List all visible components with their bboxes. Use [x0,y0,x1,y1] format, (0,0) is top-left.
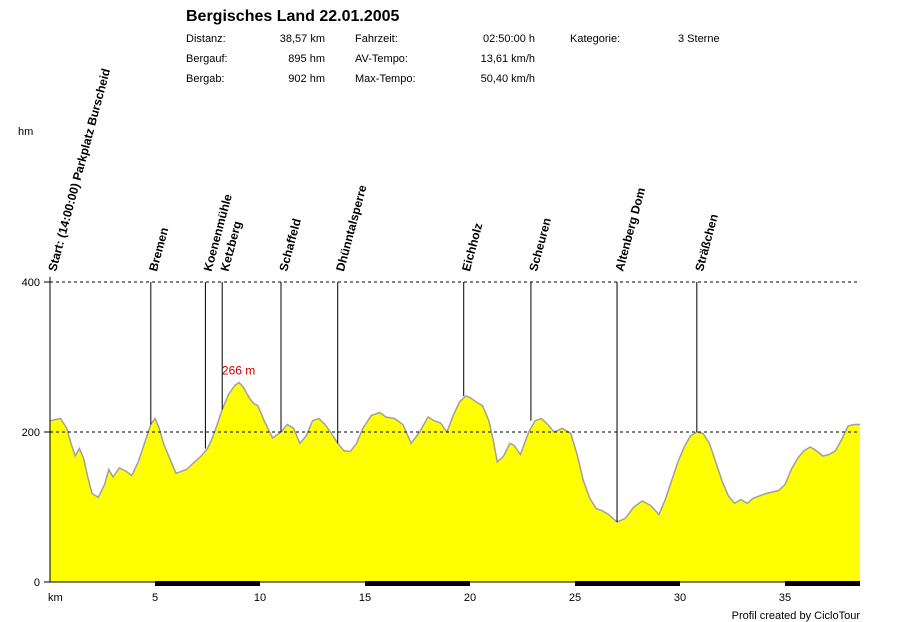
stat-label-distanz: Distanz: [186,33,226,45]
stat-label-bergauf: Bergauf: [186,53,228,65]
y-tick-label-0: 0 [34,577,40,589]
chart-title: Bergisches Land 22.01.2005 [186,8,400,25]
stats-block: Distanz: 38,57 km Bergauf: 895 hm Bergab… [186,33,720,85]
distance-band-35 [785,581,860,586]
stat-label-av-tempo: AV-Tempo: [355,53,408,65]
waypoint-label-4: Schaffeld [276,217,304,273]
stat-label-kategorie: Kategorie: [570,33,620,45]
stat-value-fahrzeit: 02:50:00 h [483,33,535,45]
elevation-area [50,382,860,582]
stat-label-bergab: Bergab: [186,73,225,85]
stat-value-kategorie: 3 Sterne [678,33,720,45]
credit-text: Profil created by CicloTour [732,610,861,622]
waypoint-label-8: Altenberg Dom [612,186,648,273]
x-tick-label-30: 30 [674,592,686,604]
stat-value-av-tempo: 13,61 km/h [481,53,535,65]
distance-band-5 [155,581,261,586]
stat-label-fahrzeit: Fahrzeit: [355,33,398,45]
waypoint-label-6: Eichholz [459,221,485,272]
x-tick-label-20: 20 [464,592,476,604]
waypoint-label-1: Bremen [146,226,171,273]
x-tick-label-25: 25 [569,592,581,604]
waypoint-label-0: Start: (14:00:00) Parkplatz Burscheid [45,67,113,273]
x-tick-label-5: 5 [152,592,158,604]
y-tick-label-200: 200 [22,427,40,439]
x-tick-label-10: 10 [254,592,266,604]
gridline-layer [50,281,860,433]
stat-value-distanz: 38,57 km [280,33,325,45]
stat-value-max-tempo: 50,40 km/h [481,73,535,85]
peak-label: 266 m [222,364,255,378]
distance-band-15 [365,581,471,586]
waypoint-label-9: Sträßchen [692,212,721,272]
y-tick-label-400: 400 [22,277,40,289]
stat-value-bergauf: 895 hm [288,53,325,65]
x-axis-title: km [48,592,63,604]
axis-layer: 0 200 400 5 10 15 20 25 30 35 [22,277,860,604]
x-tick-label-15: 15 [359,592,371,604]
waypoint-label-5: Dhünntalsperre [333,183,370,273]
x-tick-label-35: 35 [779,592,791,604]
elevation-area-layer [49,381,860,582]
y-axis-title: hm [18,126,33,138]
stat-value-bergab: 902 hm [288,73,325,85]
distance-band-25 [575,581,681,586]
waypoint-label-7: Scheuren [526,216,554,272]
stat-label-max-tempo: Max-Tempo: [355,73,416,85]
